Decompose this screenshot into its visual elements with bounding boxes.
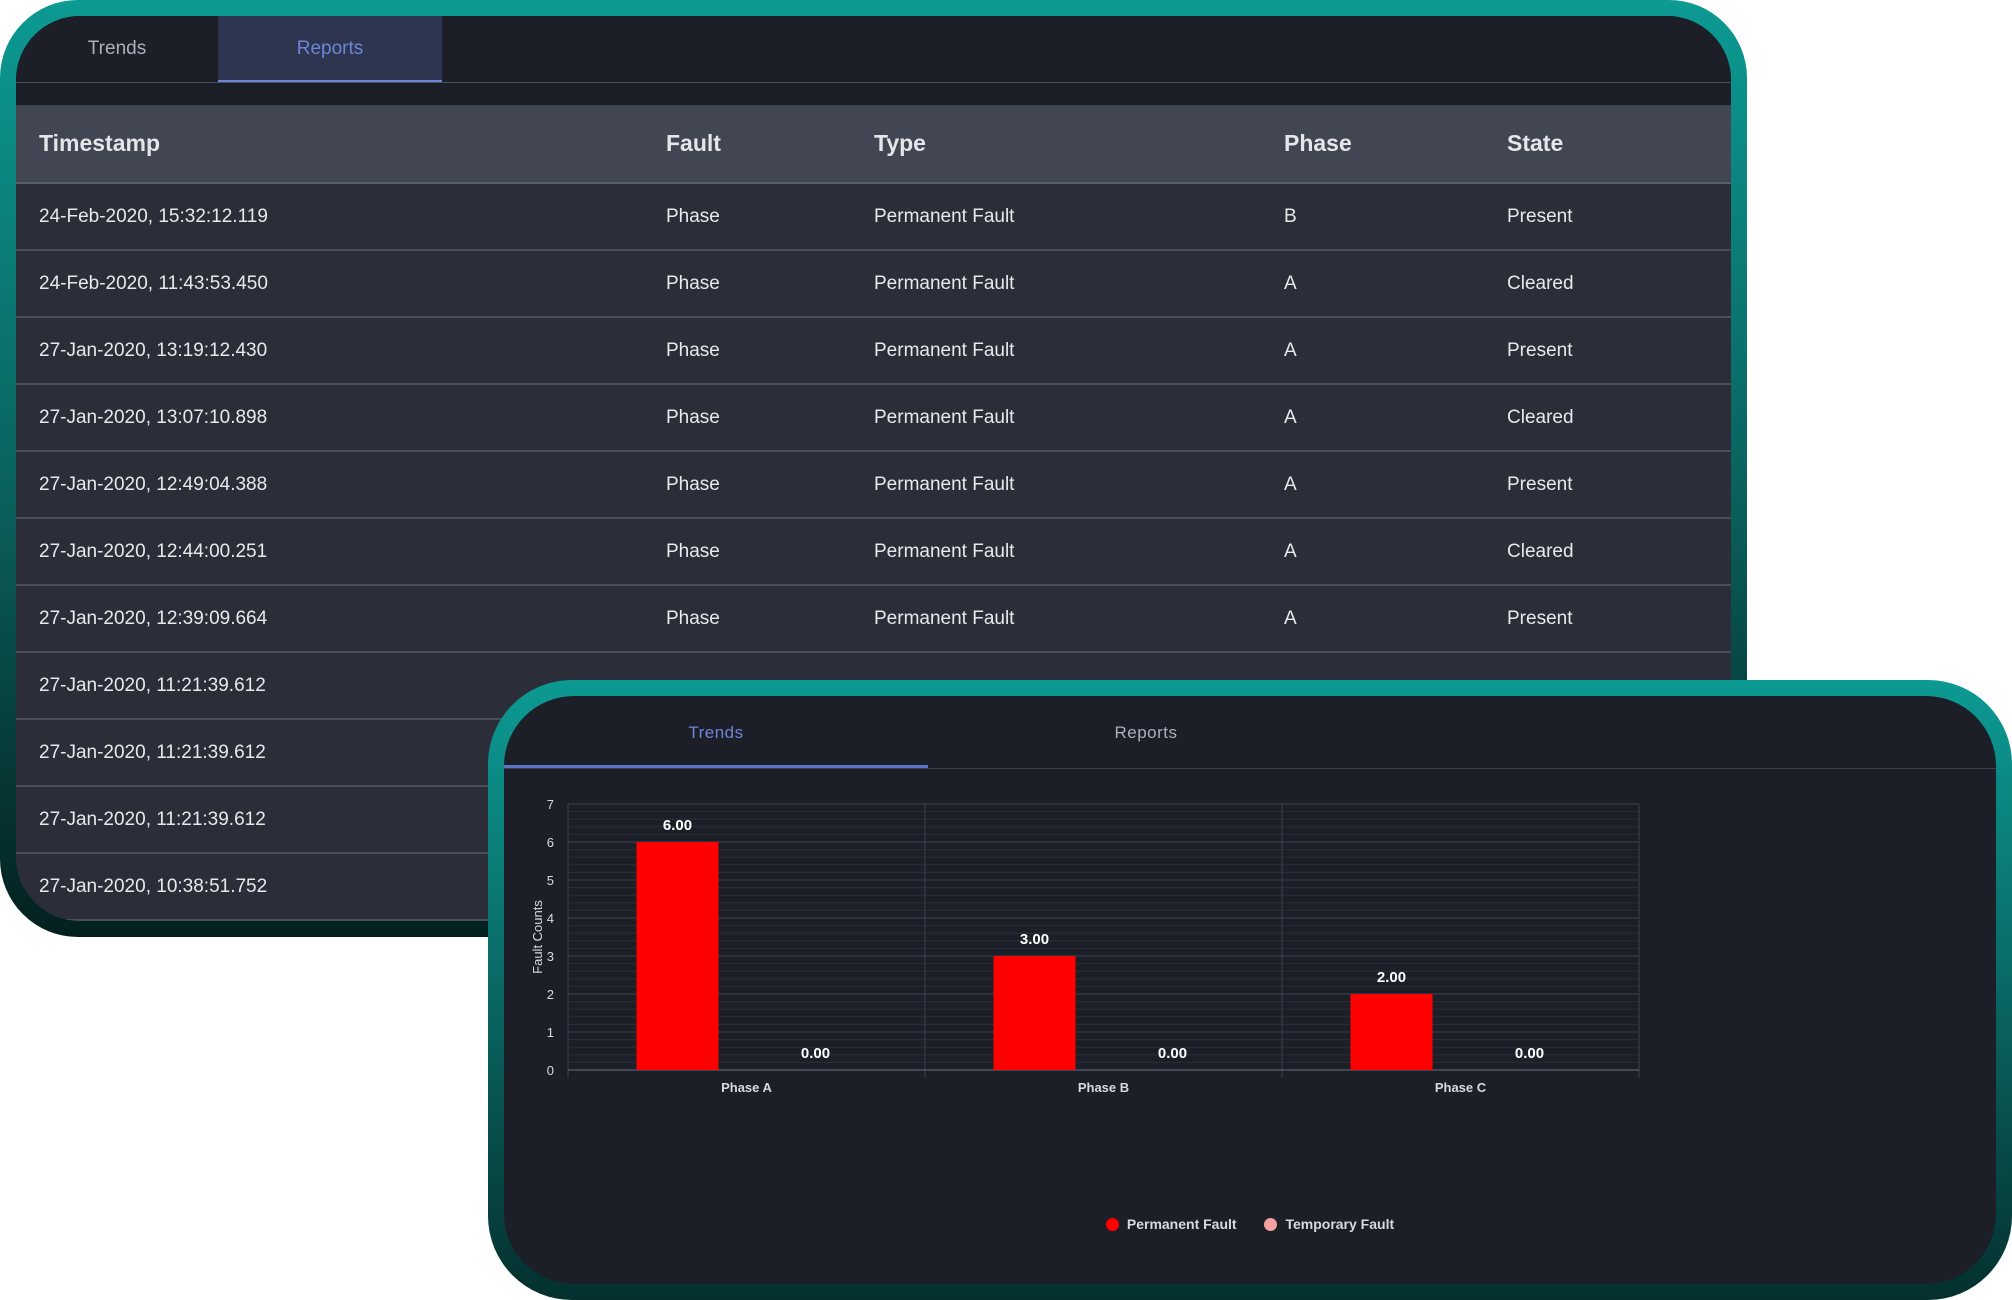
- y-tick-label: 2: [547, 987, 554, 1002]
- table-row[interactable]: 27-Jan-2020, 13:19:12.430 Phase Permanent …: [16, 318, 1731, 385]
- data-label: 2.00: [1377, 969, 1406, 986]
- cell-timestamp: 24-Feb-2020, 15:32:12.119: [39, 206, 268, 227]
- cell-type: Permanent Fault: [874, 474, 1015, 495]
- bar-permanent-fault: [993, 956, 1076, 1070]
- cell-fault: Phase: [666, 541, 720, 562]
- cell-phase: A: [1284, 608, 1297, 629]
- cell-phase: A: [1284, 273, 1297, 294]
- cell-timestamp: 27-Jan-2020, 11:21:39.612: [39, 742, 266, 763]
- cell-state: Cleared: [1507, 541, 1574, 562]
- cell-phase: A: [1284, 407, 1297, 428]
- legend-item-temporary-fault[interactable]: Temporary Fault: [1264, 1216, 1394, 1232]
- cell-timestamp: 24-Feb-2020, 11:43:53.450: [39, 273, 268, 294]
- cell-state: Cleared: [1507, 273, 1574, 294]
- cell-state: Present: [1507, 340, 1573, 361]
- tab-reports[interactable]: Reports: [218, 16, 442, 82]
- column-header-timestamp[interactable]: Timestamp: [39, 130, 161, 156]
- cell-type: Permanent Fault: [874, 340, 1015, 361]
- cell-timestamp: 27-Jan-2020, 12:44:00.251: [39, 541, 268, 562]
- legend-item-permanent-fault[interactable]: Permanent Fault: [1105, 1216, 1237, 1232]
- column-header-fault[interactable]: Fault: [666, 130, 721, 156]
- data-label: 0.00: [1158, 1045, 1187, 1062]
- table-top-strip: [16, 83, 1731, 105]
- cell-state: Cleared: [1507, 407, 1574, 428]
- tab-trends[interactable]: Trends: [87, 38, 147, 59]
- bar-permanent-fault: [636, 842, 719, 1070]
- table-row[interactable]: 27-Jan-2020, 13:07:10.898 Phase Permanent …: [16, 385, 1731, 452]
- cell-type: Permanent Fault: [874, 608, 1015, 629]
- cell-phase: A: [1284, 541, 1297, 562]
- legend-label-temporary: Temporary Fault: [1285, 1216, 1395, 1232]
- y-axis-label: Fault Counts: [530, 900, 545, 974]
- reports-tabbar: Trends Reports: [16, 16, 1731, 83]
- cell-timestamp: 27-Jan-2020, 10:38:51.752: [39, 876, 268, 897]
- x-tick-label: Phase A: [721, 1080, 772, 1095]
- cell-state: Present: [1507, 474, 1573, 495]
- x-tick-label: Phase B: [1078, 1080, 1129, 1095]
- fault-counts-bar-chart: 0 1 2 3 4 5 6 7 Fault Counts Phase A 6.00 0.00 Phase…: [530, 797, 1640, 1095]
- cell-timestamp: 27-Jan-2020, 11:21:39.612: [39, 809, 266, 830]
- cell-fault: Phase: [666, 608, 720, 629]
- cell-phase: B: [1284, 206, 1297, 227]
- cell-state: Present: [1507, 206, 1573, 227]
- legend-label-permanent: Permanent Fault: [1126, 1216, 1237, 1232]
- table-row[interactable]: 27-Jan-2020, 12:49:04.388 Phase Permanent …: [16, 452, 1731, 519]
- y-tick-label: 4: [547, 911, 554, 926]
- cell-phase: A: [1284, 474, 1297, 495]
- cell-fault: Phase: [666, 273, 720, 294]
- x-tick-label: Phase C: [1435, 1080, 1487, 1095]
- column-header-phase[interactable]: Phase: [1284, 130, 1352, 156]
- y-tick-label: 5: [547, 873, 554, 888]
- table-row[interactable]: 24-Feb-2020, 15:32:12.119 Phase Permanent …: [16, 184, 1731, 251]
- table-row[interactable]: 27-Jan-2020, 12:44:00.251 Phase Permanent …: [16, 519, 1731, 586]
- cell-state: Present: [1507, 608, 1573, 629]
- cell-type: Permanent Fault: [874, 407, 1015, 428]
- trends-tabbar: Trends Reports: [504, 696, 1996, 769]
- chart-legend: Permanent Fault Temporary Fault: [504, 1216, 1996, 1234]
- data-label: 0.00: [801, 1045, 830, 1062]
- y-tick-label: 1: [547, 1025, 554, 1040]
- table-row[interactable]: 24-Feb-2020, 11:43:53.450 Phase Permanent …: [16, 251, 1731, 318]
- cell-phase: A: [1284, 340, 1297, 361]
- trends-panel-body: Trends Reports 0 1 2 3 4 5 6 7 Fault Counts Phase…: [504, 696, 1996, 1284]
- trends-panel: Trends Reports 0 1 2 3 4 5 6 7 Fault Counts Phase…: [488, 680, 2012, 1300]
- cell-timestamp: 27-Jan-2020, 12:39:09.664: [39, 608, 268, 629]
- cell-timestamp: 27-Jan-2020, 13:19:12.430: [39, 340, 268, 361]
- y-tick-label: 3: [547, 949, 554, 964]
- cell-type: Permanent Fault: [874, 273, 1015, 294]
- cell-fault: Phase: [666, 474, 720, 495]
- data-label: 3.00: [1020, 931, 1049, 948]
- data-label: 6.00: [663, 817, 692, 834]
- cell-timestamp: 27-Jan-2020, 13:07:10.898: [39, 407, 268, 428]
- y-tick-label: 7: [547, 797, 554, 812]
- bar-permanent-fault: [1350, 994, 1433, 1070]
- y-tick-label: 6: [547, 835, 554, 850]
- legend-marker-permanent: [1105, 1217, 1119, 1231]
- tab-reports[interactable]: Reports: [1114, 723, 1178, 742]
- cell-type: Permanent Fault: [874, 541, 1015, 562]
- column-header-type[interactable]: Type: [874, 130, 926, 156]
- cell-timestamp: 27-Jan-2020, 11:21:39.612: [39, 675, 266, 696]
- cell-fault: Phase: [666, 407, 720, 428]
- data-label: 0.00: [1515, 1045, 1544, 1062]
- tab-trends[interactable]: Trends: [504, 696, 928, 768]
- cell-fault: Phase: [666, 340, 720, 361]
- cell-fault: Phase: [666, 206, 720, 227]
- cell-timestamp: 27-Jan-2020, 12:49:04.388: [39, 474, 268, 495]
- cell-type: Permanent Fault: [874, 206, 1015, 227]
- y-tick-label: 0: [547, 1063, 554, 1078]
- column-header-state[interactable]: State: [1507, 130, 1564, 156]
- legend-marker-temporary: [1264, 1217, 1278, 1231]
- table-row[interactable]: 27-Jan-2020, 12:39:09.664 Phase Permanent …: [16, 586, 1731, 653]
- table-header-row: Timestamp Fault Type Phase State: [16, 105, 1731, 184]
